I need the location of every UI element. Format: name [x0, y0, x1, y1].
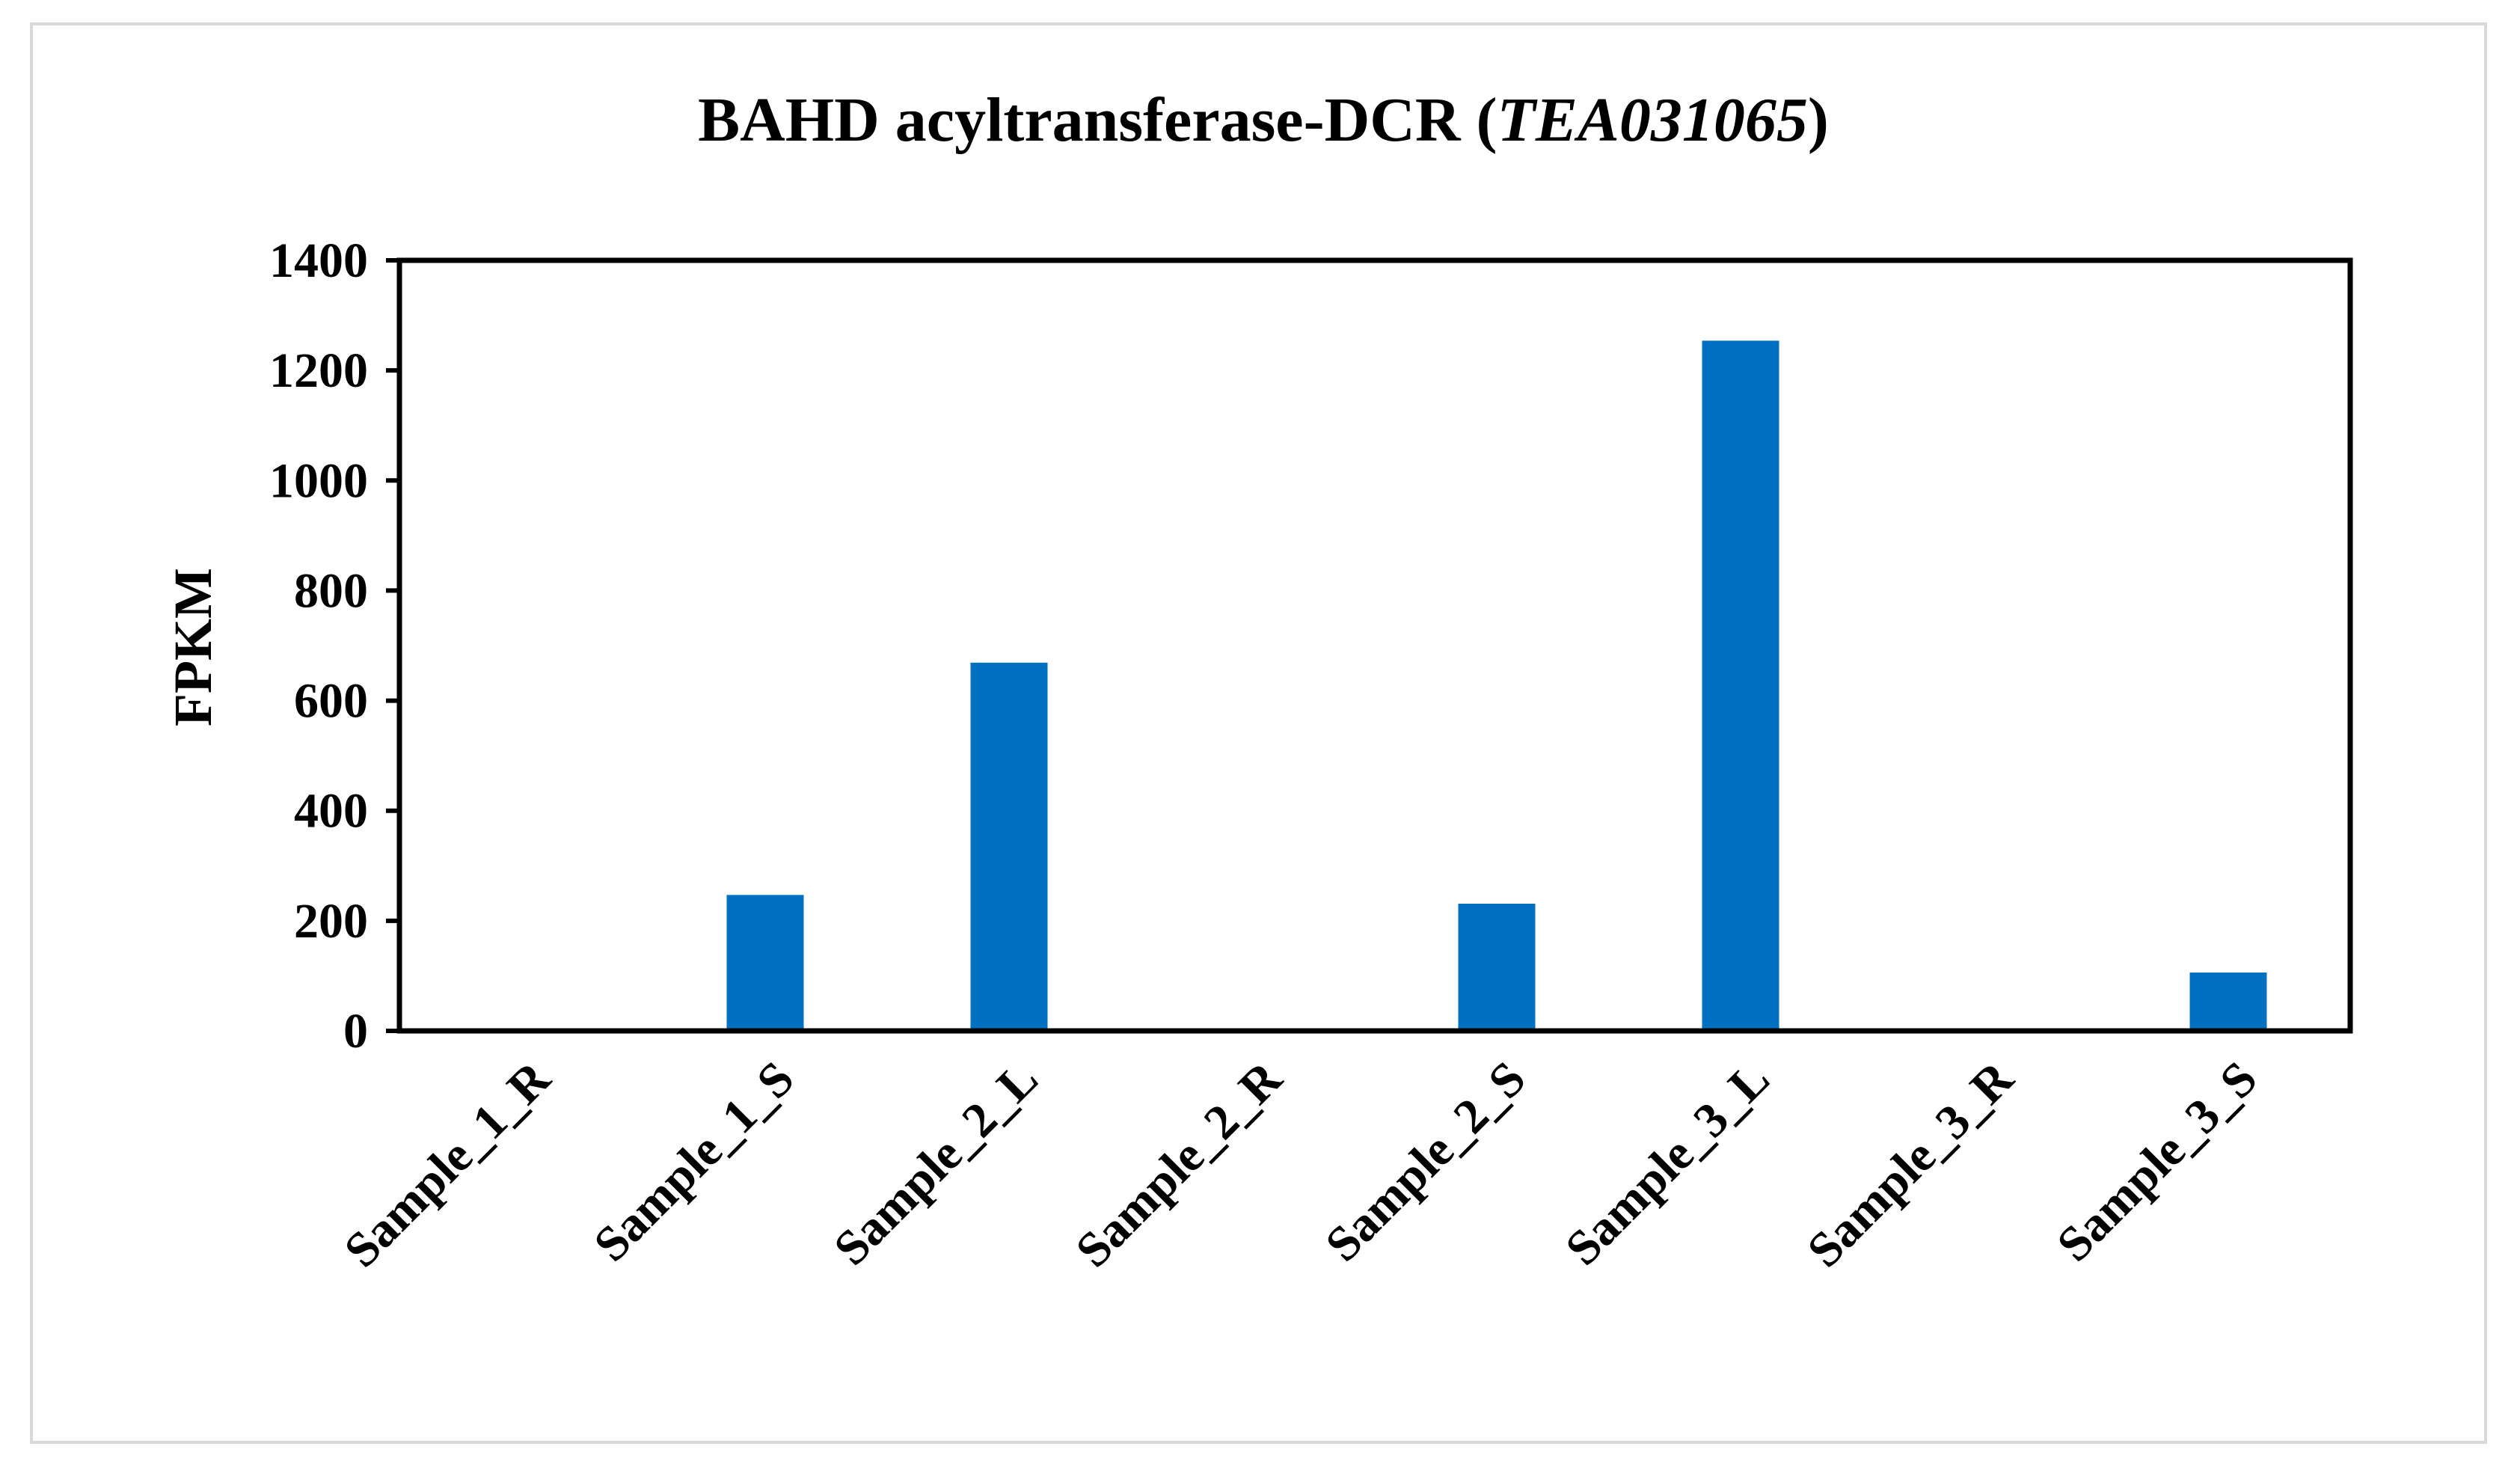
- x-tick-label: Sample_2_S: [1315, 1051, 1536, 1272]
- x-tick-label: Sample_3_R: [1797, 1050, 2024, 1278]
- y-tick-label: 1400: [269, 233, 368, 288]
- x-tick-label: Sample_2_L: [824, 1051, 1049, 1276]
- y-axis-label: FPKM: [163, 568, 223, 726]
- y-tick-label: 600: [294, 674, 368, 729]
- y-tick-label: 200: [294, 894, 368, 949]
- bar-sample-2-s: [1458, 904, 1536, 1031]
- bar-sample-3-l: [1702, 340, 1779, 1031]
- x-tick-label: Sample_3_L: [1555, 1051, 1780, 1276]
- bars-layer: [726, 340, 2267, 1031]
- x-tick-label: Sample_1_S: [583, 1051, 804, 1272]
- bar-sample-3-s: [2189, 973, 2267, 1031]
- x-tick-label: Sample_2_R: [1065, 1050, 1293, 1278]
- chart-title-gene-id: TEA031065: [1497, 85, 1808, 155]
- chart-title-main: BAHD acyltransferase-DCR (: [698, 85, 1497, 155]
- bar-sample-2-l: [970, 662, 1048, 1031]
- x-tick-label: Sample_3_S: [2047, 1051, 2267, 1272]
- y-tick-label: 400: [294, 784, 368, 839]
- y-tick-label: 800: [294, 563, 368, 618]
- y-tick-label: 1000: [269, 453, 368, 508]
- chart-title: BAHD acyltransferase-DCR (TEA031065): [698, 85, 1829, 155]
- y-tick-label: 1200: [269, 343, 368, 398]
- y-axis-ticks: 0 200 400 600 800 1000 1200 1400: [269, 233, 399, 1059]
- chart-title-suffix: ): [1808, 85, 1829, 155]
- x-tick-label: Sample_1_R: [334, 1050, 561, 1278]
- y-tick-label: 0: [343, 1004, 368, 1059]
- bar-sample-1-s: [726, 895, 804, 1031]
- plot-area: [396, 257, 2353, 1034]
- x-axis-tick-labels: Sample_1_R Sample_1_S Sample_2_L Sample_2_R…: [334, 1050, 2267, 1278]
